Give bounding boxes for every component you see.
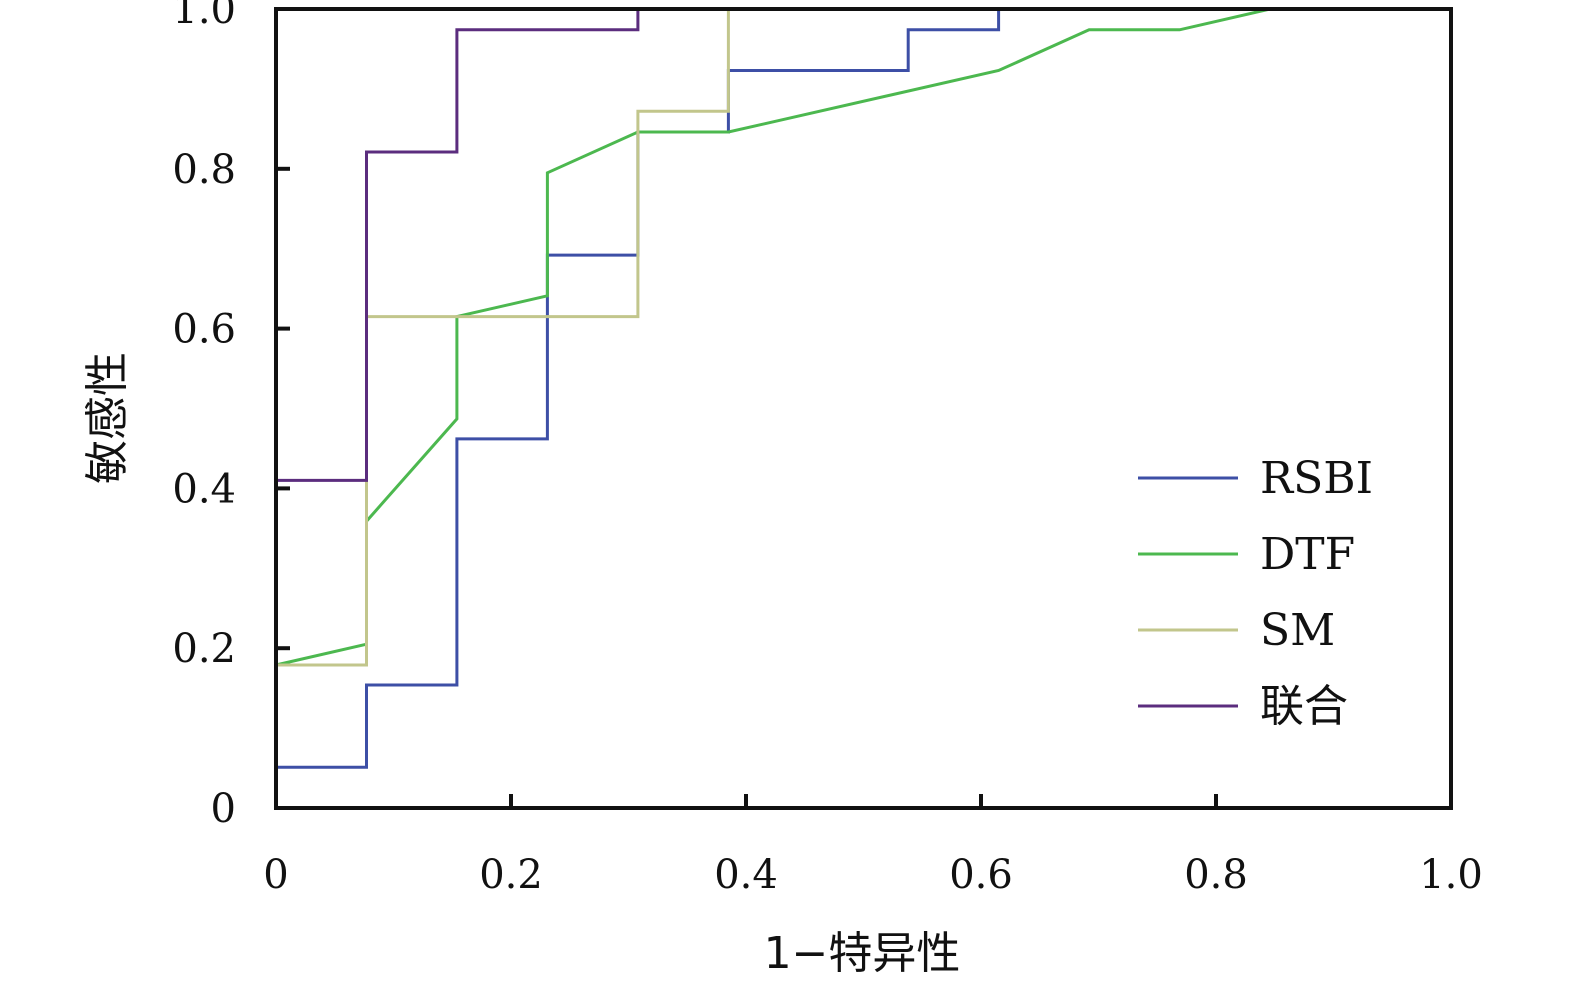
legend-label-1: RSBI	[1260, 453, 1373, 504]
y-tick-label: 1.0	[172, 0, 236, 33]
x-tick-label: 0.2	[479, 852, 543, 898]
y-tick-label: 0.2	[172, 626, 236, 672]
series-layer	[274, 7, 1451, 808]
x-tick-label: 0	[263, 852, 288, 898]
y-tick-label: 0.6	[172, 307, 236, 353]
x-tick-label: 0.4	[714, 852, 778, 898]
x-axis-title: 1−特异性	[764, 928, 961, 979]
legend: RSBI DTF SM 联合	[1138, 453, 1373, 732]
plot-frame	[274, 7, 1453, 810]
y-tick-label: 0	[211, 786, 236, 832]
x-tick-label: 0.6	[949, 852, 1013, 898]
legend-label-3: SM	[1260, 605, 1335, 656]
axes-layer: 0 0.2 0.4 0.6 0.8 1.0 0 0.2 0.4 0.6 0.8 1.0	[172, 0, 1482, 898]
y-tick-label: 0.8	[172, 147, 236, 193]
legend-label-4: 联合	[1260, 681, 1348, 732]
legend-label-2: DTF	[1260, 529, 1355, 580]
y-tick-label: 0.4	[172, 466, 236, 512]
series-line-4	[274, 7, 1451, 808]
x-tick-label: 1.0	[1419, 852, 1483, 898]
x-tick-label: 0.8	[1184, 852, 1248, 898]
series-line-3	[274, 7, 1451, 808]
y-axis-title: 敏感性	[82, 352, 133, 484]
